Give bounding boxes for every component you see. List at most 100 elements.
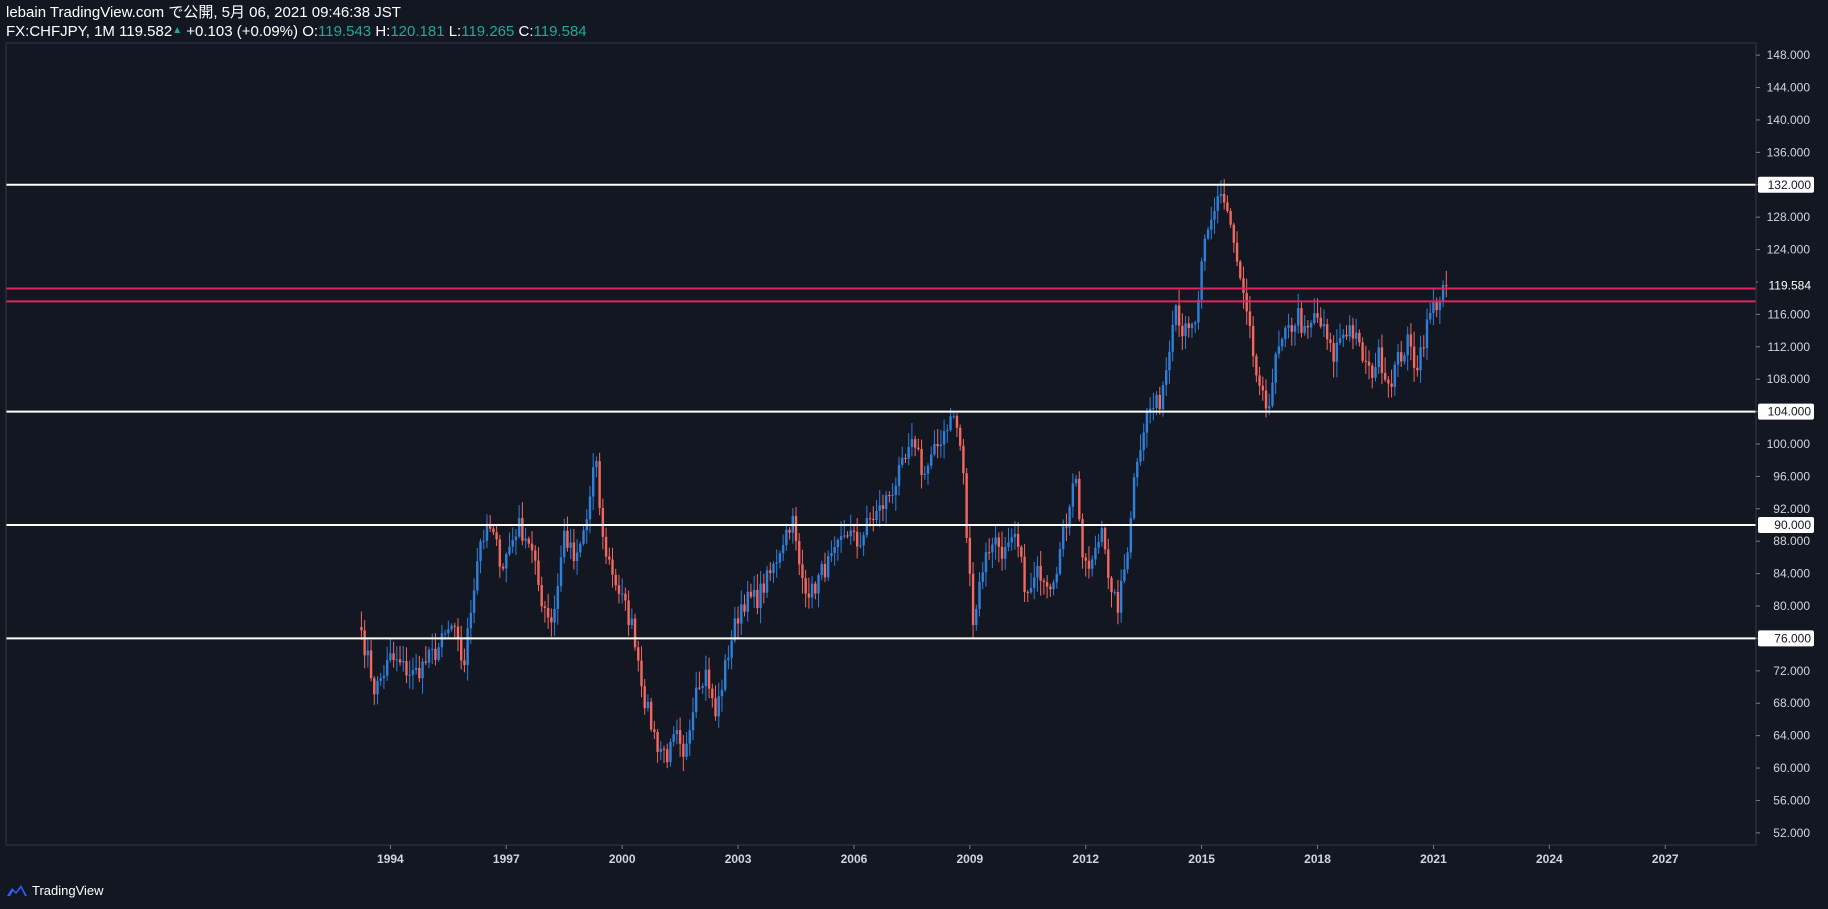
candle-body (1248, 311, 1252, 326)
candle-body (363, 630, 366, 656)
candle-body (913, 439, 917, 448)
candle-body (649, 701, 653, 730)
candle-body (971, 573, 975, 626)
candle-body (865, 518, 869, 536)
candle-body (1367, 361, 1371, 366)
candle-body (807, 593, 811, 598)
candle-body (1432, 302, 1435, 313)
candle-body (1403, 355, 1406, 362)
candle-body (582, 530, 585, 544)
candle-body (727, 657, 730, 661)
candle-body (553, 608, 556, 623)
candle-body (1429, 312, 1432, 320)
candle-body (1158, 394, 1161, 410)
time-tick-label: 2003 (725, 852, 752, 866)
candle-body (868, 518, 872, 520)
time-tick-label: 2027 (1652, 852, 1679, 866)
candle-body (669, 741, 672, 763)
candle-body (817, 575, 820, 594)
candle-body (1264, 390, 1268, 409)
candle-body (421, 661, 424, 679)
candle-body (675, 730, 679, 735)
candle-body (1219, 193, 1223, 197)
candle-body (965, 473, 968, 538)
symbol-price: FX:CHFJPY, 1M 119.582 (6, 23, 173, 40)
price-tick-label: 60.000 (1773, 761, 1810, 775)
candle-body (643, 686, 646, 709)
candle-body (1232, 224, 1236, 243)
candle-body (447, 629, 450, 634)
candle-body (1293, 325, 1297, 332)
candle-body (530, 543, 534, 551)
candle-body (1284, 327, 1287, 340)
time-tick-label: 2000 (609, 852, 636, 866)
candle-body (550, 617, 553, 623)
candle-body (546, 608, 550, 618)
candle-body (1152, 407, 1155, 409)
candle-body (1119, 580, 1123, 613)
candle-body (1335, 342, 1339, 362)
candle-body (1306, 325, 1310, 328)
candle-body (1441, 285, 1445, 301)
candle-body (598, 461, 601, 508)
candle-body (1094, 547, 1097, 560)
candle-body (1242, 278, 1245, 294)
open-label: O: (302, 23, 319, 40)
tradingview-logo-icon (7, 885, 27, 896)
candle-body (1409, 334, 1413, 347)
candle-body (1148, 408, 1152, 412)
level-price-tag-box (1758, 517, 1814, 534)
candle-body (572, 542, 576, 562)
candle-body (373, 678, 376, 695)
candle-body (839, 536, 843, 540)
candle-body (1213, 210, 1216, 220)
candle-body (389, 653, 392, 661)
candle-body (878, 505, 881, 511)
candle-body (1358, 332, 1361, 343)
candle-body (1351, 325, 1355, 339)
candle-body (765, 570, 769, 593)
price-axis[interactable]: 148.000 144.000 140.000 136.000 132.000 128.0… (1756, 48, 1810, 840)
candle-body (991, 544, 994, 553)
candle-body (514, 536, 518, 541)
candle-body (910, 439, 914, 447)
candle-body (476, 561, 479, 591)
candle-body (1235, 242, 1239, 262)
change-value: +0.103 (+0.09%) (186, 23, 299, 40)
candle-body (395, 659, 399, 661)
candle-body (1065, 526, 1068, 528)
candle-body (588, 496, 592, 520)
time-axis[interactable]: 1994 1997 2000 2003 2006 2009 2012 2015 2018 2021… (377, 845, 1679, 866)
candle-body (1274, 353, 1277, 383)
price-tick-label: 100.000 (1767, 437, 1811, 451)
candle-body (569, 542, 572, 548)
price-tick-label: 144.000 (1767, 81, 1811, 95)
candle-body (505, 554, 508, 569)
candle-body (1107, 549, 1110, 578)
candle-body (434, 648, 437, 660)
candle-body (1383, 372, 1387, 380)
candle-body (566, 530, 569, 548)
candle-body (946, 430, 949, 432)
candle-body (1419, 347, 1422, 371)
candle-body (511, 540, 514, 547)
candle-body (852, 530, 856, 532)
candle-body (1042, 580, 1046, 582)
candle-body (756, 589, 759, 609)
candle-body (682, 743, 685, 757)
candle-body (398, 659, 402, 663)
candle-body (469, 612, 473, 629)
high-label: H: (375, 23, 391, 40)
candle-body (666, 749, 669, 763)
footer-brand[interactable]: TradingView (6, 881, 104, 899)
candle-body (1338, 338, 1342, 343)
candle-body (1071, 483, 1075, 507)
candle-body (488, 523, 492, 529)
candle-body (543, 606, 547, 609)
candle-body (685, 743, 688, 757)
candle-body (360, 627, 363, 631)
time-tick-label: 2006 (841, 852, 868, 866)
candle-body (855, 531, 859, 547)
candle-body (872, 519, 875, 521)
